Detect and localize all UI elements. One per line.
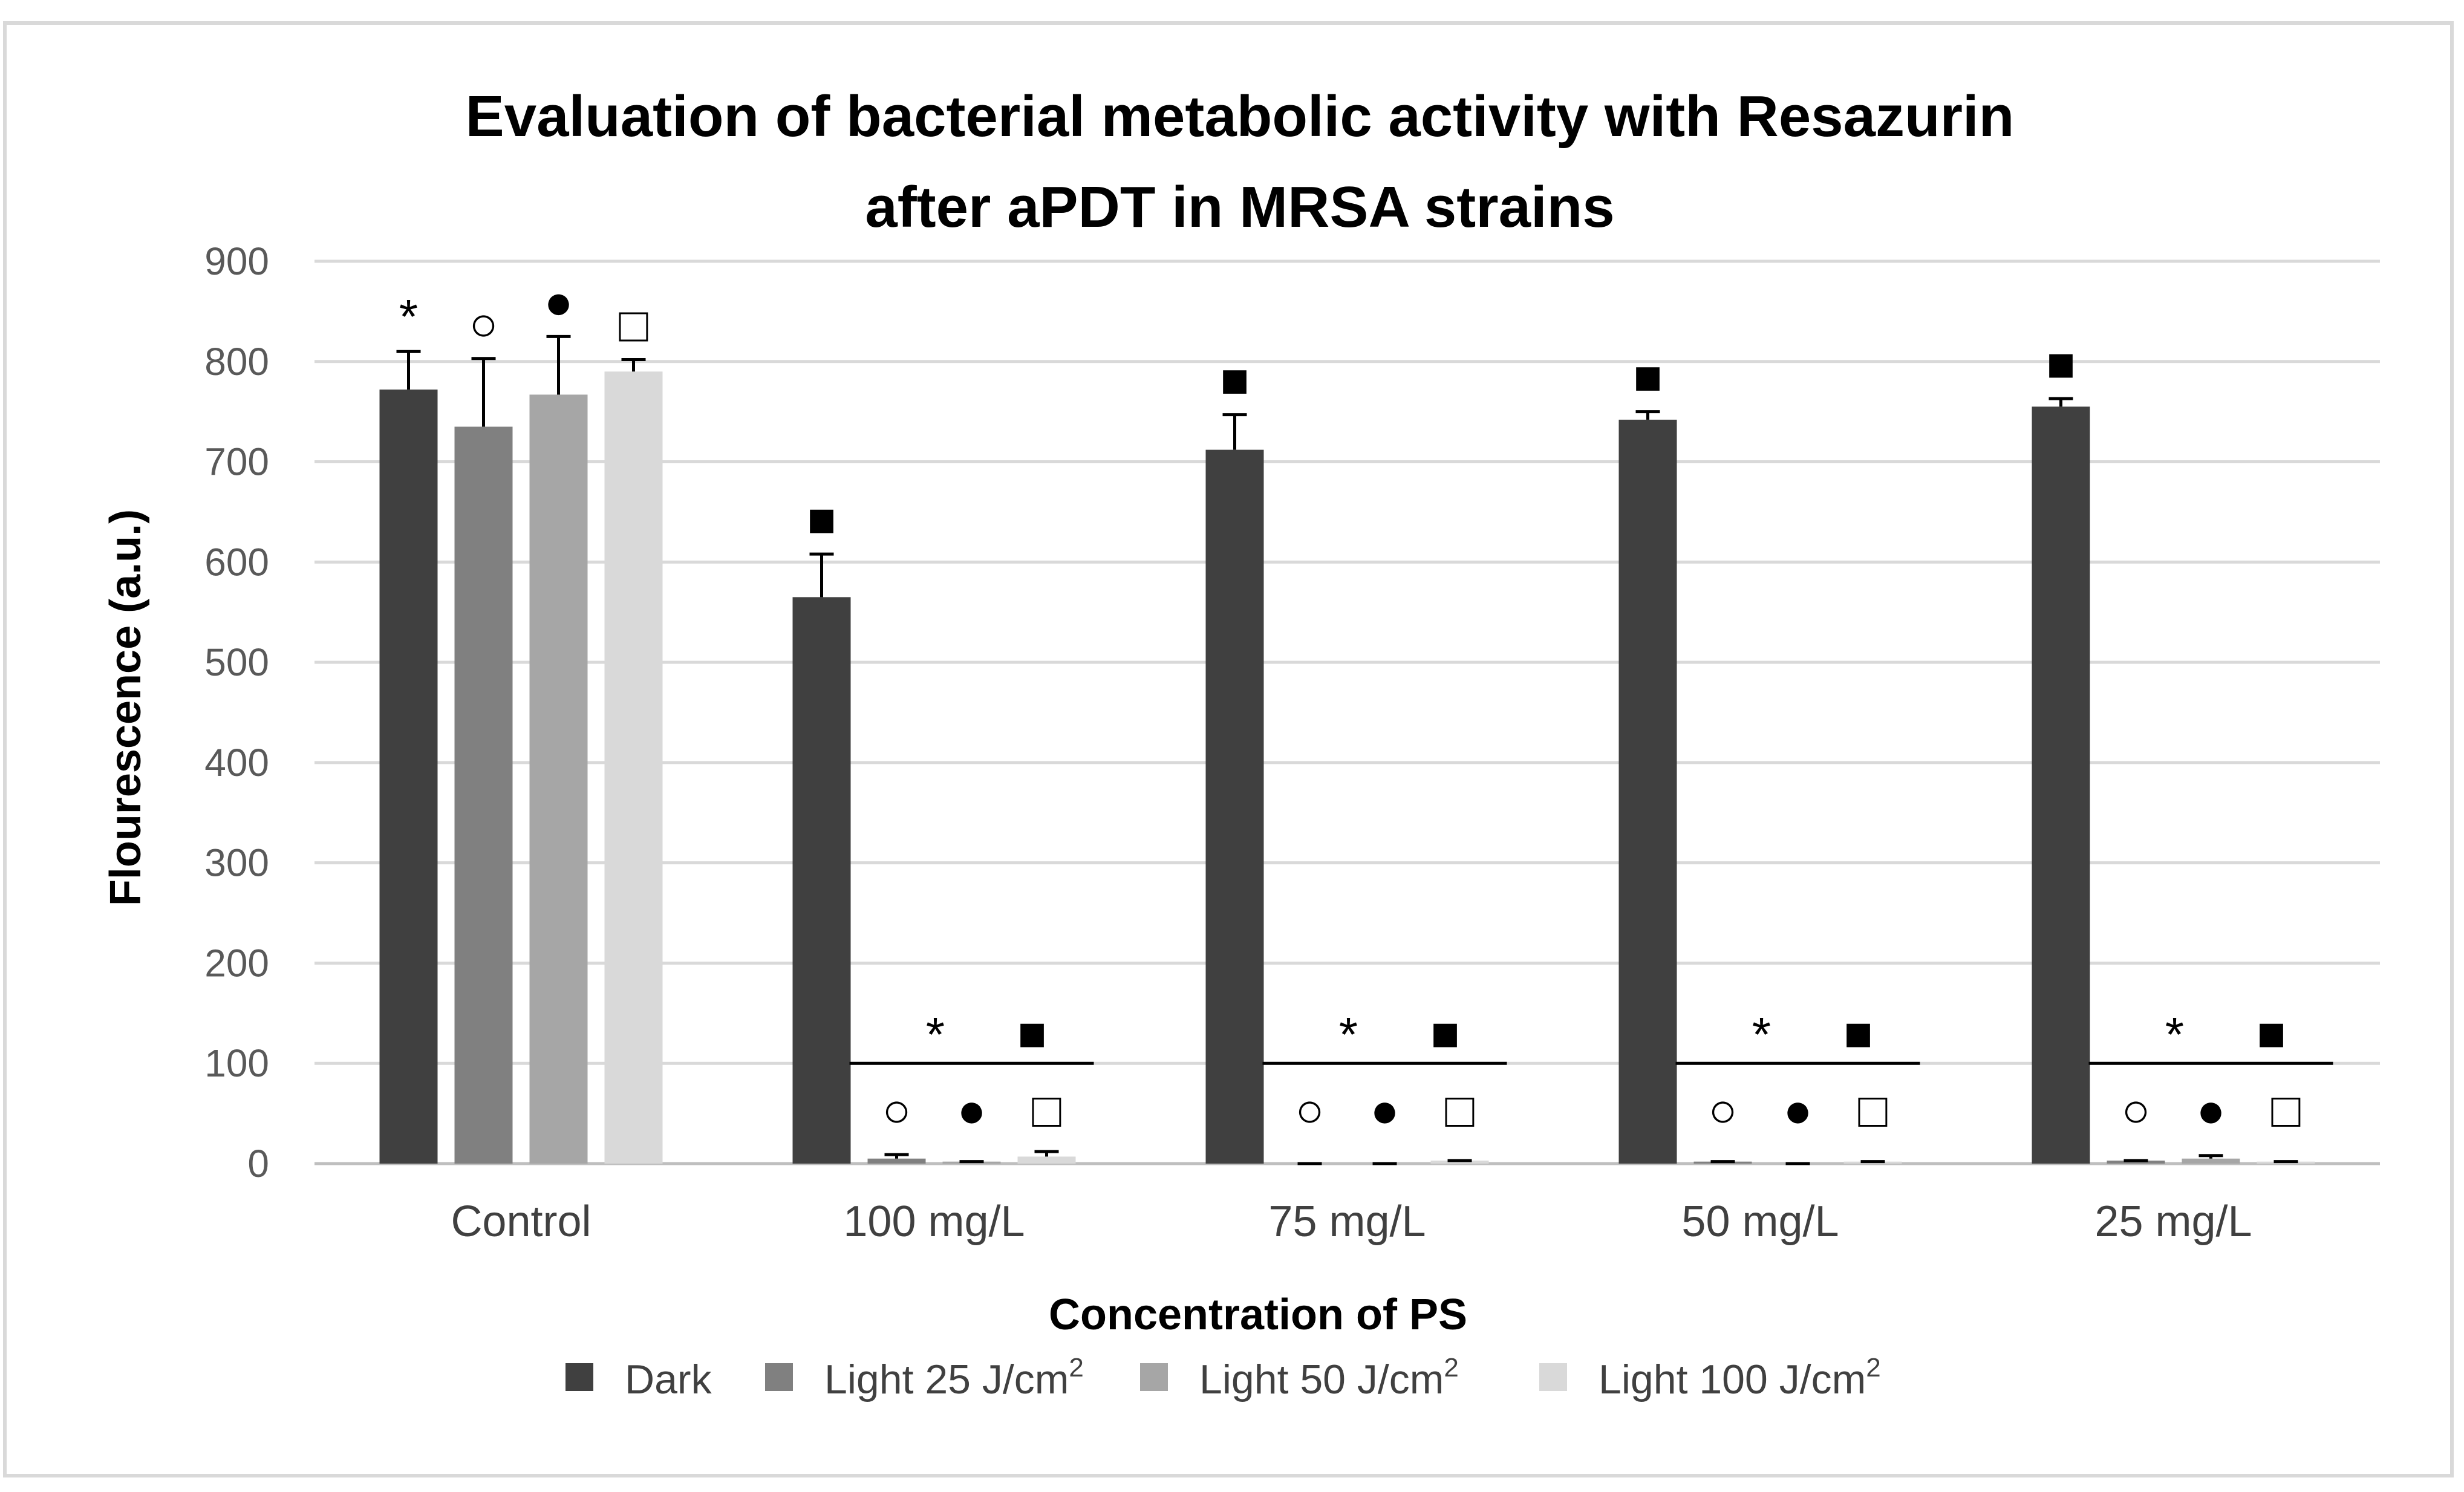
x-tick-label-0: Control [451, 1197, 591, 1246]
light-marker-3-2: □ [1858, 1083, 1887, 1137]
legend-swatch-1 [765, 1363, 793, 1391]
y-tick-label-400: 400 [204, 741, 269, 784]
x-tick-label-1: 100 mg/L [843, 1197, 1025, 1246]
control-marker-2: ● [544, 275, 573, 328]
legend-superscript-3: 2 [1866, 1353, 1880, 1383]
y-tick-label-300: 300 [204, 841, 269, 885]
light-marker-1-0: ○ [882, 1083, 911, 1137]
y-axis-title: Flourescence (a.u.) [102, 509, 150, 906]
legend-swatch-3 [1539, 1363, 1567, 1391]
legend-label-1: Light 25 J/cm2 [824, 1353, 1084, 1402]
dark-marker-2: ■ [1220, 353, 1249, 407]
x-tick-label-4: 25 mg/L [2094, 1197, 2252, 1246]
bar-1-1 [867, 1158, 926, 1164]
bracket-star-2: * [1339, 1008, 1358, 1061]
bracket-star-4: * [2165, 1008, 2184, 1061]
bracket-square-4: ■ [2257, 1006, 2286, 1060]
y-tick-label-500: 500 [204, 640, 269, 684]
y-tick-label-800: 800 [204, 340, 269, 383]
light-marker-2-1: ● [1370, 1083, 1399, 1137]
x-tick-label-3: 50 mg/L [1681, 1197, 1839, 1246]
y-tick-label-100: 100 [204, 1041, 269, 1085]
light-marker-4-2: □ [2271, 1083, 2300, 1137]
light-marker-3-1: ● [1783, 1083, 1812, 1137]
bracket-square-2: ■ [1430, 1006, 1459, 1060]
chart-title-line-1: Evaluation of bacterial metabolic activi… [466, 84, 2015, 149]
bar-2-4 [2182, 1158, 2240, 1164]
bar-0-0 [379, 389, 438, 1164]
dark-marker-4: ■ [2046, 337, 2075, 391]
bar-0-3 [1618, 419, 1677, 1164]
legend-label-2: Light 50 J/cm2 [1199, 1353, 1459, 1402]
bracket-square-3: ■ [1843, 1006, 1872, 1060]
light-marker-1-2: □ [1032, 1083, 1061, 1137]
light-marker-4-0: ○ [2121, 1083, 2150, 1137]
bracket-square-1: ■ [1017, 1006, 1046, 1060]
legend-label-3: Light 100 J/cm2 [1599, 1353, 1881, 1402]
light-marker-1-1: ● [957, 1083, 986, 1137]
light-marker-2-0: ○ [1295, 1083, 1324, 1137]
x-axis-title: Concentration of PS [1049, 1291, 1467, 1339]
legend-superscript-1: 2 [1069, 1353, 1083, 1383]
bar-3-1 [1017, 1156, 1076, 1164]
y-tick-label-0: 0 [247, 1142, 269, 1185]
y-tick-label-600: 600 [204, 540, 269, 584]
bar-2-0 [529, 394, 588, 1164]
bar-0-4 [2032, 406, 2090, 1164]
dark-marker-3: ■ [1633, 350, 1662, 404]
bar-0-2 [1205, 449, 1264, 1164]
chart-title-line-2: after aPDT in MRSA strains [865, 175, 1614, 239]
bracket-star-3: * [1752, 1008, 1771, 1061]
legend-superscript-2: 2 [1444, 1353, 1458, 1383]
y-tick-label-700: 700 [204, 440, 269, 484]
control-marker-3: □ [619, 298, 648, 351]
legend-swatch-2 [1140, 1363, 1168, 1391]
control-marker-0: * [399, 290, 418, 344]
dark-marker-1: ■ [807, 492, 836, 546]
legend-label-0: Dark [625, 1357, 712, 1402]
bracket-star-1: * [926, 1008, 945, 1061]
light-marker-2-2: □ [1445, 1083, 1474, 1137]
bar-0-1 [792, 597, 851, 1164]
bar-3-0 [604, 371, 663, 1164]
control-marker-1: ○ [469, 297, 498, 351]
light-marker-3-0: ○ [1708, 1083, 1737, 1137]
y-tick-label-900: 900 [204, 239, 269, 283]
x-tick-label-2: 75 mg/L [1268, 1197, 1426, 1246]
bar-1-0 [454, 426, 513, 1164]
legend-swatch-0 [565, 1363, 593, 1391]
y-tick-label-200: 200 [204, 941, 269, 985]
light-marker-4-1: ● [2196, 1083, 2225, 1137]
